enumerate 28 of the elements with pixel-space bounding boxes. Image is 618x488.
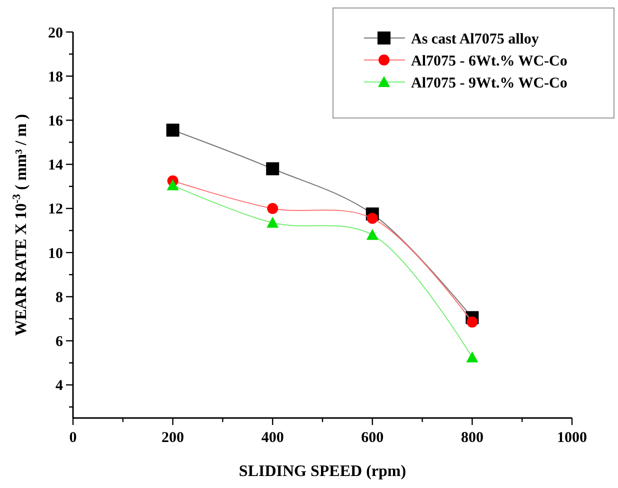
legend-label: Al7075 - 6Wt.% WC-Co (411, 53, 568, 70)
point (366, 212, 378, 224)
point (166, 179, 179, 190)
x-tick-label: 400 (261, 430, 284, 446)
legend-label: As cast Al7075 alloy (411, 31, 540, 48)
x-tick-label: 200 (162, 430, 184, 446)
point (166, 124, 180, 137)
point (466, 316, 478, 328)
x-tick-label: 600 (361, 430, 384, 446)
point (366, 228, 378, 240)
y-tick-label: 20 (48, 25, 63, 42)
y-tick-label: 6 (56, 334, 64, 350)
y-tick-label: 16 (48, 113, 64, 130)
x-tick-label: 0 (69, 430, 77, 446)
y-tick-label: 18 (48, 69, 63, 86)
y-tick-label: 10 (48, 246, 63, 262)
x-axis-title: SLIDING SPEED (rpm) (238, 463, 406, 480)
point (267, 202, 278, 214)
point (266, 216, 279, 228)
x-tick-label: 800 (460, 430, 484, 446)
point (466, 351, 478, 362)
y-tick-label: 4 (56, 378, 64, 394)
y-tick-label: 14 (48, 158, 64, 174)
point (266, 162, 280, 176)
y-tick-label: 8 (56, 290, 63, 306)
x-tick-label: 1000 (557, 430, 587, 446)
legend-label: Al7075 - 9Wt.% WC-Co (411, 75, 568, 92)
y-tick-label: 12 (48, 202, 63, 218)
